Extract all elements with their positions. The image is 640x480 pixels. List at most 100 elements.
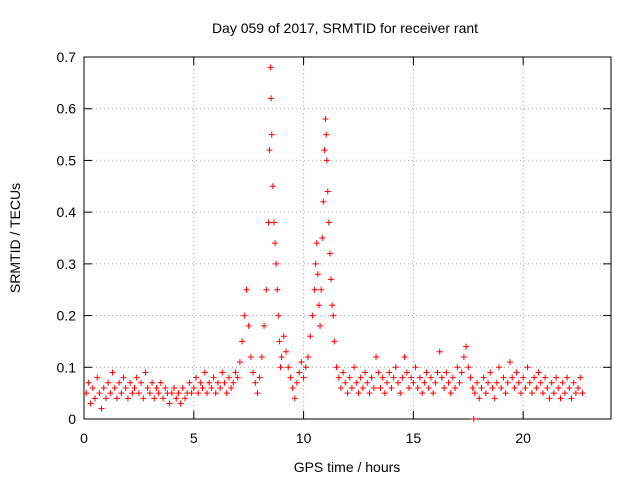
data-point <box>296 369 303 376</box>
data-point <box>91 395 98 402</box>
data-point <box>326 250 333 257</box>
data-point <box>506 359 513 366</box>
data-point <box>403 369 410 376</box>
data-point <box>373 353 380 360</box>
data-point <box>171 384 178 391</box>
data-point <box>144 384 151 391</box>
data-point <box>109 369 116 376</box>
y-tick-label: 0 <box>68 411 76 427</box>
data-point <box>384 379 391 386</box>
data-point <box>241 312 248 319</box>
data-point <box>320 198 327 205</box>
data-point <box>557 395 564 402</box>
data-point <box>212 390 219 397</box>
data-point <box>230 379 237 386</box>
data-point <box>392 364 399 371</box>
data-point <box>206 379 213 386</box>
data-point <box>425 384 432 391</box>
data-point <box>502 390 509 397</box>
data-point <box>544 384 551 391</box>
data-point <box>138 379 145 386</box>
data-point <box>221 379 228 386</box>
data-point <box>323 131 330 138</box>
y-tick-label: 0.3 <box>57 256 77 272</box>
data-point <box>436 348 443 355</box>
data-point <box>445 379 452 386</box>
data-point <box>520 374 527 381</box>
x-tick-label: 0 <box>80 430 88 446</box>
data-point <box>537 379 544 386</box>
data-point <box>293 379 300 386</box>
data-point <box>452 384 459 391</box>
data-point <box>192 374 199 381</box>
data-point <box>441 384 448 391</box>
data-point <box>546 395 553 402</box>
data-point <box>116 379 123 386</box>
y-tick-label: 0.5 <box>57 152 77 168</box>
x-axis-label: GPS time / hours <box>294 459 401 475</box>
data-point <box>319 235 326 241</box>
data-point <box>432 379 439 386</box>
data-point <box>471 390 478 397</box>
data-point <box>323 157 330 164</box>
y-axis-label: SRMTID / TECUs <box>7 183 23 293</box>
data-point <box>379 374 386 381</box>
x-tick-label: 10 <box>296 430 312 446</box>
y-tick-label: 0.7 <box>57 49 77 65</box>
data-point <box>269 183 276 190</box>
y-tick-label: 0.6 <box>57 101 77 117</box>
plot-frame <box>83 56 612 420</box>
data-point <box>430 390 437 397</box>
data-point <box>302 364 309 371</box>
data-point <box>245 322 252 329</box>
data-point <box>330 312 337 319</box>
data-point <box>321 147 328 154</box>
data-point <box>397 390 404 397</box>
data-point <box>225 374 232 381</box>
data-point <box>102 395 109 402</box>
data-point <box>513 369 520 376</box>
data-point <box>381 390 388 397</box>
data-point <box>511 384 518 391</box>
y-tick-label: 0.1 <box>57 359 77 375</box>
data-point <box>195 390 202 397</box>
data-point <box>447 390 454 397</box>
data-point <box>247 353 254 360</box>
data-point <box>100 384 107 391</box>
data-point <box>312 260 319 267</box>
data-point <box>280 333 287 340</box>
data-point <box>107 390 114 397</box>
data-point <box>553 374 560 381</box>
data-point <box>388 384 395 391</box>
data-point <box>480 374 487 381</box>
data-point <box>348 384 355 391</box>
data-point <box>564 374 571 381</box>
data-point <box>377 384 384 391</box>
data-point <box>364 379 371 386</box>
data-point <box>401 353 408 360</box>
data-point <box>465 364 472 371</box>
data-point <box>498 384 505 391</box>
data-point <box>386 369 393 376</box>
data-point <box>155 390 162 397</box>
data-point <box>266 147 273 154</box>
data-point <box>250 369 257 376</box>
data-point <box>355 390 362 397</box>
data-point <box>340 369 347 376</box>
data-points <box>83 64 586 422</box>
data-point <box>275 312 282 319</box>
axis-ticks: 0 5 10 15 20 0 0.1 0.2 0.3 0.4 0.5 0.6 0.7 <box>57 49 611 446</box>
data-point <box>307 333 314 340</box>
data-point <box>329 302 336 309</box>
data-point <box>85 379 92 386</box>
data-point <box>414 384 421 391</box>
data-point <box>283 348 290 355</box>
data-point <box>304 353 311 360</box>
data-point <box>368 374 375 381</box>
data-point <box>331 338 338 345</box>
data-point <box>157 379 164 386</box>
data-point <box>208 384 215 391</box>
data-point <box>577 374 584 381</box>
data-point <box>203 390 210 397</box>
data-point <box>434 369 441 376</box>
